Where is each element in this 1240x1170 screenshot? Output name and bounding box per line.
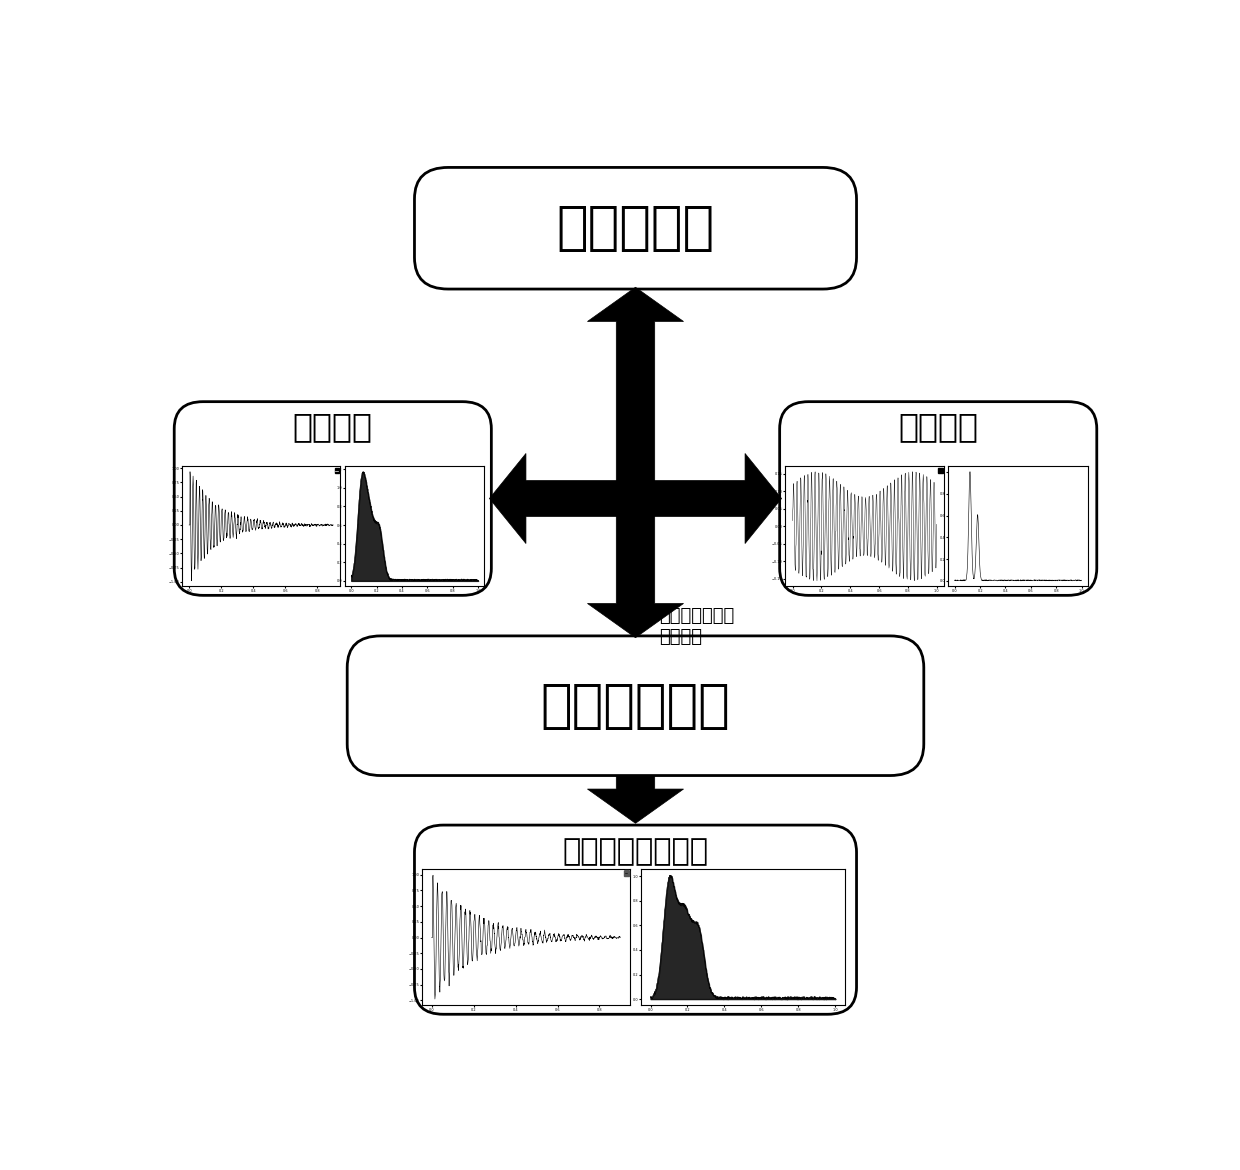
Text: 脉冲型声发射信号: 脉冲型声发射信号 (563, 838, 708, 867)
FancyBboxPatch shape (414, 825, 857, 1014)
FancyBboxPatch shape (780, 401, 1096, 596)
Text: 声发射信号: 声发射信号 (557, 202, 714, 254)
Polygon shape (588, 288, 683, 498)
Text: 连续信号: 连续信号 (898, 410, 978, 443)
FancyBboxPatch shape (347, 636, 924, 776)
Text: 脉冲信号: 脉冲信号 (293, 410, 373, 443)
FancyBboxPatch shape (174, 401, 491, 596)
FancyBboxPatch shape (414, 167, 857, 289)
Polygon shape (490, 454, 781, 544)
Text: 信号时域、频域
特征分析: 信号时域、频域 特征分析 (660, 607, 735, 646)
Polygon shape (588, 776, 683, 824)
Text: 神经网络分析: 神经网络分析 (541, 680, 730, 731)
Polygon shape (588, 498, 683, 638)
